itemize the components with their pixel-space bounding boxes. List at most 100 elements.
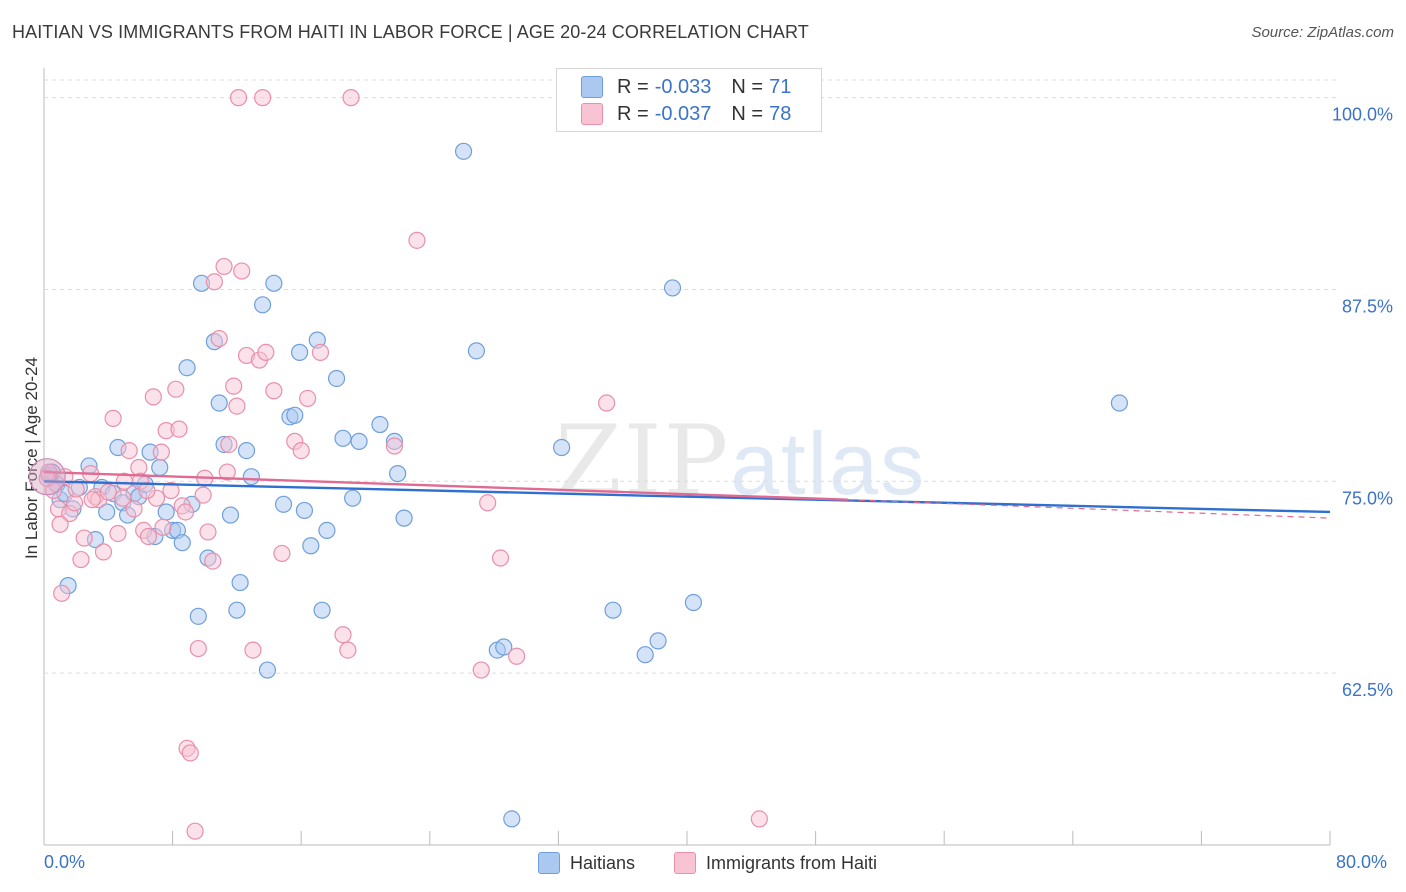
- haitians-point: [189, 607, 207, 625]
- immigrants-point: [225, 377, 243, 395]
- immigrants-point: [334, 626, 352, 644]
- immigrants-point: [152, 443, 170, 461]
- immigrants-point: [408, 231, 426, 249]
- haitians-point: [274, 495, 293, 513]
- haitians-point: [663, 279, 682, 297]
- haitians-point: [254, 296, 272, 314]
- haitians-point: [1110, 394, 1129, 412]
- legend-n-value: 71: [769, 75, 792, 98]
- immigrants-point: [218, 463, 236, 481]
- haitians-point: [151, 458, 169, 477]
- pivot-point: [28, 458, 66, 496]
- immigrants-point: [120, 441, 138, 460]
- haitians-point: [395, 509, 413, 527]
- immigrants-point: [154, 518, 172, 536]
- series-legend-immigrants: Immigrants from Haiti: [674, 852, 877, 874]
- immigrants-point: [299, 389, 317, 408]
- immigrants-point: [139, 527, 158, 546]
- immigrants-trend-line: [43, 470, 848, 501]
- immigrants-point: [228, 397, 246, 415]
- immigrants-point: [114, 489, 132, 507]
- immigrants-point: [311, 343, 330, 361]
- haitians-point: [221, 506, 240, 524]
- legend-swatch-haitians: [581, 76, 603, 98]
- immigrants-point: [109, 524, 127, 543]
- immigrants-point: [273, 544, 291, 563]
- haitians-point: [258, 661, 277, 679]
- immigrants-point: [254, 89, 272, 107]
- immigrants-point: [167, 380, 185, 398]
- haitians-point: [231, 573, 249, 592]
- watermark: ZIPatlas: [555, 405, 926, 517]
- immigrants-trend-extension: [847, 499, 1331, 519]
- immigrants-point: [83, 491, 101, 509]
- y-tick-label: 87.5%: [1342, 296, 1393, 316]
- immigrants-point: [75, 529, 93, 547]
- haitians-point: [684, 593, 703, 612]
- haitians-point: [228, 601, 246, 619]
- immigrants-point: [115, 472, 133, 490]
- haitians-point: [242, 468, 260, 486]
- immigrants-point: [205, 273, 223, 291]
- legend-row-haitians: R = -0.033 N = 71: [581, 74, 791, 100]
- immigrants-point: [257, 343, 275, 361]
- immigrants-point: [104, 409, 122, 427]
- immigrants-point: [99, 483, 117, 501]
- haitians-point: [173, 534, 191, 552]
- immigrants-point: [125, 500, 143, 518]
- legend-n-label: N =: [731, 75, 764, 98]
- immigrants-point: [72, 550, 90, 569]
- x-tick-label-max: 80.0%: [1336, 852, 1388, 872]
- immigrants-point: [144, 388, 162, 406]
- chart-title: HAITIAN VS IMMIGRANTS FROM HAITI IN LABO…: [12, 22, 809, 42]
- immigrants-point: [233, 262, 251, 280]
- immigrants-point: [189, 639, 207, 658]
- haitians-point: [290, 343, 309, 361]
- immigrants-point: [342, 89, 360, 107]
- haitians-point: [344, 489, 362, 507]
- immigrants-point: [339, 641, 357, 659]
- immigrants-point: [53, 584, 71, 602]
- immigrants-point: [215, 257, 233, 276]
- legend-swatch-immigrants: [581, 103, 603, 125]
- haitians-point: [350, 432, 368, 450]
- immigrants-point: [479, 494, 497, 512]
- immigrants-point: [598, 394, 616, 412]
- haitians-point: [210, 394, 228, 412]
- haitians-point: [503, 810, 521, 828]
- immigrants-point: [170, 420, 188, 438]
- immigrants-point: [181, 744, 199, 762]
- immigrants-point: [220, 435, 238, 454]
- series-legend-label-immigrants: Immigrants from Haiti: [706, 852, 878, 873]
- haitians-point: [454, 142, 473, 160]
- immigrants-point: [750, 810, 768, 828]
- immigrants-point: [186, 822, 204, 840]
- immigrants-point: [265, 382, 283, 400]
- haitians-point: [327, 369, 346, 388]
- haitians-point: [636, 646, 654, 664]
- haitians-point: [98, 503, 116, 521]
- immigrants-point: [51, 515, 69, 533]
- immigrants-point: [385, 437, 404, 455]
- haitians-point: [313, 601, 331, 619]
- immigrants-point: [491, 549, 510, 567]
- haitians-point: [265, 274, 283, 292]
- haitians-point: [467, 342, 486, 360]
- legend-r-label: R =: [617, 102, 649, 125]
- series-legend: Haitians Immigrants from Haiti: [0, 852, 1406, 876]
- x-tick-label-min: 0.0%: [44, 852, 86, 872]
- haitians-point: [295, 501, 314, 520]
- immigrants-point: [244, 641, 262, 659]
- haitians-point: [649, 632, 667, 650]
- series-legend-haitians: Haitians: [538, 852, 635, 874]
- haitians-point: [371, 415, 389, 434]
- haitians-point: [157, 503, 175, 521]
- haitians-point: [318, 521, 336, 539]
- haitians-trend-line: [43, 480, 1331, 514]
- immigrants-point: [94, 543, 113, 561]
- immigrants-point: [138, 481, 156, 500]
- y-tick-label: 100.0%: [1332, 105, 1393, 125]
- legend-r-value: -0.037: [654, 102, 712, 125]
- immigrants-point: [229, 89, 248, 107]
